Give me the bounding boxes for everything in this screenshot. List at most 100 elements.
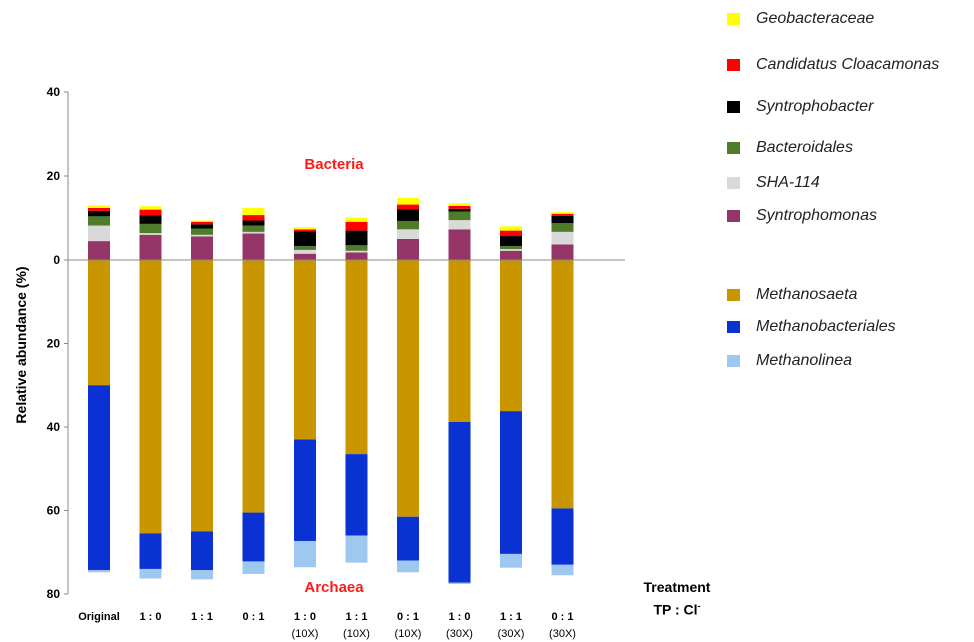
legend-item-syntrophobacter: Syntrophobacter (727, 94, 873, 120)
x-tick-sublabel: (10X) (343, 628, 370, 640)
bar-segment-syntrophomonas (294, 253, 316, 260)
bar-segment-syntrophobacter (345, 230, 368, 246)
bar-segment-syntrophomonas (242, 233, 265, 260)
bar-segment-methanobacteriales (242, 512, 265, 562)
bar-segment-syntrophobacter (448, 208, 471, 212)
legend-item-bacteroidales: Bacteroidales (727, 135, 853, 161)
x-tick-label: 0 : 1 (551, 611, 573, 623)
treatment-title: Treatment (643, 579, 711, 595)
bar-segment-methanolinea (345, 535, 368, 563)
bar-segment-methanobacteriales (294, 439, 316, 541)
bar-segment-bacteroidales (88, 216, 110, 226)
x-tick-label: 1 : 0 (448, 611, 470, 623)
legend-swatch (727, 321, 740, 333)
bar-segment-methanolinea (139, 568, 162, 579)
bar-segment-geobacteraceae (88, 205, 110, 208)
treatment-ratio-sup: - (697, 601, 701, 611)
treatment-ratio-text: TP : Cl (653, 601, 698, 618)
bar-segment-syntrophobacter (242, 220, 265, 226)
bar-segment-bacteroidales (294, 246, 316, 250)
legend-item-sha-114: SHA-114 (727, 170, 820, 196)
legend-label: Syntrophomonas (756, 207, 877, 224)
bar-segment-bacteroidales (191, 228, 213, 235)
treatment-ratio: TP : Cl- (622, 601, 732, 618)
bar-segment-syntrophomonas (139, 234, 162, 260)
y-ticks: 40 20 0 20 40 60 80 (47, 85, 68, 601)
bar-segment-candidatus-cloacamonas (242, 215, 265, 221)
bar-segment-sha-114 (139, 233, 162, 235)
bar-segment-methanosaeta (397, 260, 419, 517)
y-tick-label: 0 (53, 253, 60, 267)
bar-segment-methanobacteriales (345, 454, 368, 536)
bar-segment-methanolinea (242, 561, 265, 574)
bar-segment-syntrophomonas (191, 236, 213, 260)
bar-segment-syntrophobacter (139, 215, 162, 224)
legend-swatch (727, 13, 740, 25)
bar-segment-methanobacteriales (448, 421, 471, 583)
bar-segment-methanosaeta (242, 260, 265, 513)
legend-swatch (727, 289, 740, 301)
x-tick-sublabel: (30X) (498, 628, 525, 640)
x-tick-label: 0 : 1 (397, 611, 419, 623)
bar-segment-geobacteraceae (448, 203, 471, 206)
bar-segment-bacteroidales (242, 225, 265, 232)
bar-segment-sha-114 (551, 231, 574, 245)
legend-item-methanobacteriales: Methanobacteriales (727, 314, 896, 340)
bar-segment-bacteroidales (448, 211, 471, 221)
bar-segment-syntrophobacter (551, 215, 574, 224)
bar-segment-sha-114 (500, 249, 522, 251)
y-tick-label: 40 (47, 420, 61, 434)
bar-segment-geobacteraceae (242, 207, 265, 216)
bar-segment-sha-114 (397, 229, 419, 239)
bar-segment-candidatus-cloacamonas (397, 204, 419, 210)
bar-segment-methanosaeta (345, 260, 368, 455)
bar-segment-methanobacteriales (88, 385, 110, 571)
bar-segment-geobacteraceae (191, 220, 213, 222)
legend-label: Syntrophobacter (756, 98, 874, 115)
bar-segment-methanolinea (551, 564, 574, 576)
legend-label: Candidatus Cloacamonas (756, 56, 940, 73)
bar-segment-methanobacteriales (191, 531, 213, 571)
y-tick-label: 20 (47, 337, 61, 351)
bar-segment-methanolinea (448, 582, 471, 584)
bar-segment-bacteroidales (139, 223, 162, 234)
bacteria-annotation: Bacteria (304, 156, 364, 173)
bar-segment-syntrophomonas (345, 252, 368, 260)
legend-item-candidatus-cloacamonas: Candidatus Cloacamonas (727, 52, 939, 78)
x-tick-label: 1 : 0 (139, 611, 161, 623)
legend-label: Bacteroidales (756, 139, 853, 156)
bar-segment-sha-114 (345, 250, 368, 253)
x-tick-sublabel: (10X) (292, 628, 319, 640)
legend-swatch (727, 142, 740, 154)
bar-segment-candidatus-cloacamonas (139, 209, 162, 216)
legend-item-methanosaeta: Methanosaeta (727, 282, 857, 308)
bar-segment-bacteroidales (397, 220, 419, 230)
y-tick-label: 60 (47, 504, 61, 518)
bar-segment-methanobacteriales (397, 516, 419, 561)
legend-label: Methanosaeta (756, 286, 858, 303)
legend-item-methanolinea: Methanolinea (727, 348, 852, 374)
bar-segment-methanosaeta (448, 260, 471, 422)
bar-segment-geobacteraceae (139, 206, 162, 210)
bar-segment-candidatus-cloacamonas (551, 213, 574, 216)
archaea-annotation: Archaea (304, 579, 364, 596)
legend-swatch (727, 210, 740, 222)
y-tick-label: 40 (47, 85, 61, 99)
x-tick-label: 0 : 1 (242, 611, 264, 623)
bacteria-bars (88, 197, 574, 260)
bar-segment-methanolinea (397, 560, 419, 573)
bar-segment-syntrophobacter (397, 209, 419, 221)
bar-segment-sha-114 (294, 249, 316, 254)
legend-item-syntrophomonas: Syntrophomonas (727, 203, 877, 229)
bar-segment-methanosaeta (191, 260, 213, 532)
x-tick-sublabel: (10X) (395, 628, 422, 640)
legend-swatch (727, 59, 740, 71)
bar-segment-methanolinea (294, 540, 316, 568)
bar-segment-syntrophomonas (551, 244, 574, 260)
bar-segment-bacteroidales (551, 223, 574, 232)
bar-segment-bacteroidales (345, 245, 368, 251)
legend-item-geobacteraceae: Geobacteraceae (727, 6, 874, 32)
bar-segment-geobacteraceae (397, 197, 419, 205)
bar-segment-candidatus-cloacamonas (191, 221, 213, 225)
